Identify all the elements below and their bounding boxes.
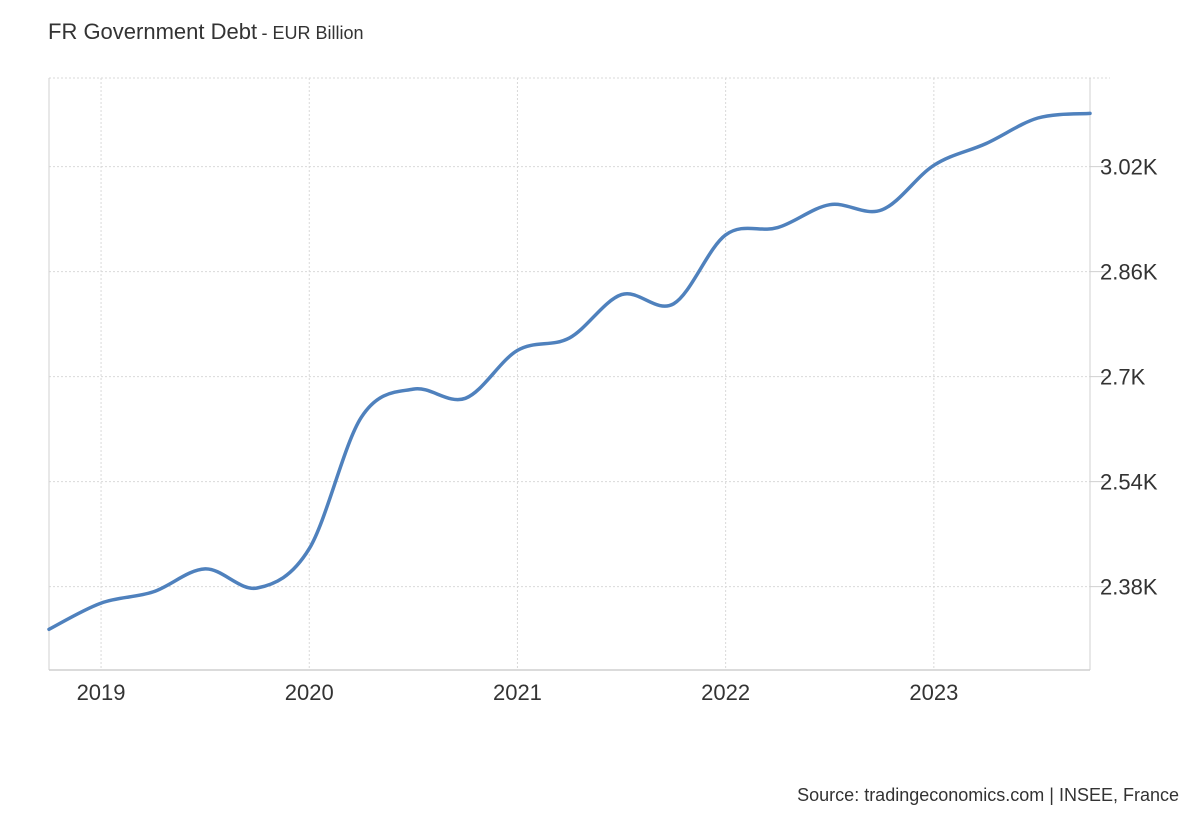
y-tick-label: 3.02K	[1100, 155, 1158, 180]
data-point	[463, 396, 467, 400]
data-point	[568, 336, 572, 340]
grid	[49, 77, 1110, 670]
data-point	[99, 601, 103, 605]
data-point	[620, 293, 624, 297]
data-point	[516, 348, 520, 352]
x-tick-label: 2023	[909, 680, 958, 705]
data-point	[151, 590, 155, 594]
data-point	[203, 567, 207, 571]
chart-title-row: FR Government Debt - EUR Billion	[48, 19, 364, 45]
data-point	[359, 415, 363, 419]
y-tick-label: 2.7K	[1100, 365, 1146, 390]
data-point	[1036, 116, 1040, 120]
axes	[48, 78, 1110, 671]
y-tick-label: 2.86K	[1100, 260, 1158, 285]
x-tick-label: 2019	[77, 680, 126, 705]
x-tick-label: 2022	[701, 680, 750, 705]
data-point	[1088, 111, 1092, 115]
x-tick-label: 2020	[285, 680, 334, 705]
data-point	[411, 387, 415, 391]
data-point	[255, 586, 259, 590]
series-layer	[47, 111, 1092, 632]
data-point	[828, 203, 832, 207]
source-note: Source: tradingeconomics.com | INSEE, Fr…	[797, 785, 1179, 805]
y-tick-label: 2.54K	[1100, 470, 1158, 495]
data-point	[776, 226, 780, 230]
data-point	[724, 233, 728, 237]
chart-title: FR Government Debt	[48, 19, 258, 44]
data-point	[307, 547, 311, 551]
y-tick-label: 2.38K	[1100, 575, 1158, 600]
series-line	[47, 111, 1092, 632]
data-point	[880, 208, 884, 212]
x-tick-label: 2021	[493, 680, 542, 705]
chart-subtitle: - EUR Billion	[261, 23, 364, 43]
data-point	[932, 163, 936, 167]
data-point	[672, 302, 676, 306]
data-point	[47, 627, 51, 631]
data-point	[984, 142, 988, 146]
tick-labels: 2.38K 2.54K 2.7K 2.86K 3.02K 2019 2020 2021 2022…	[77, 155, 1158, 705]
